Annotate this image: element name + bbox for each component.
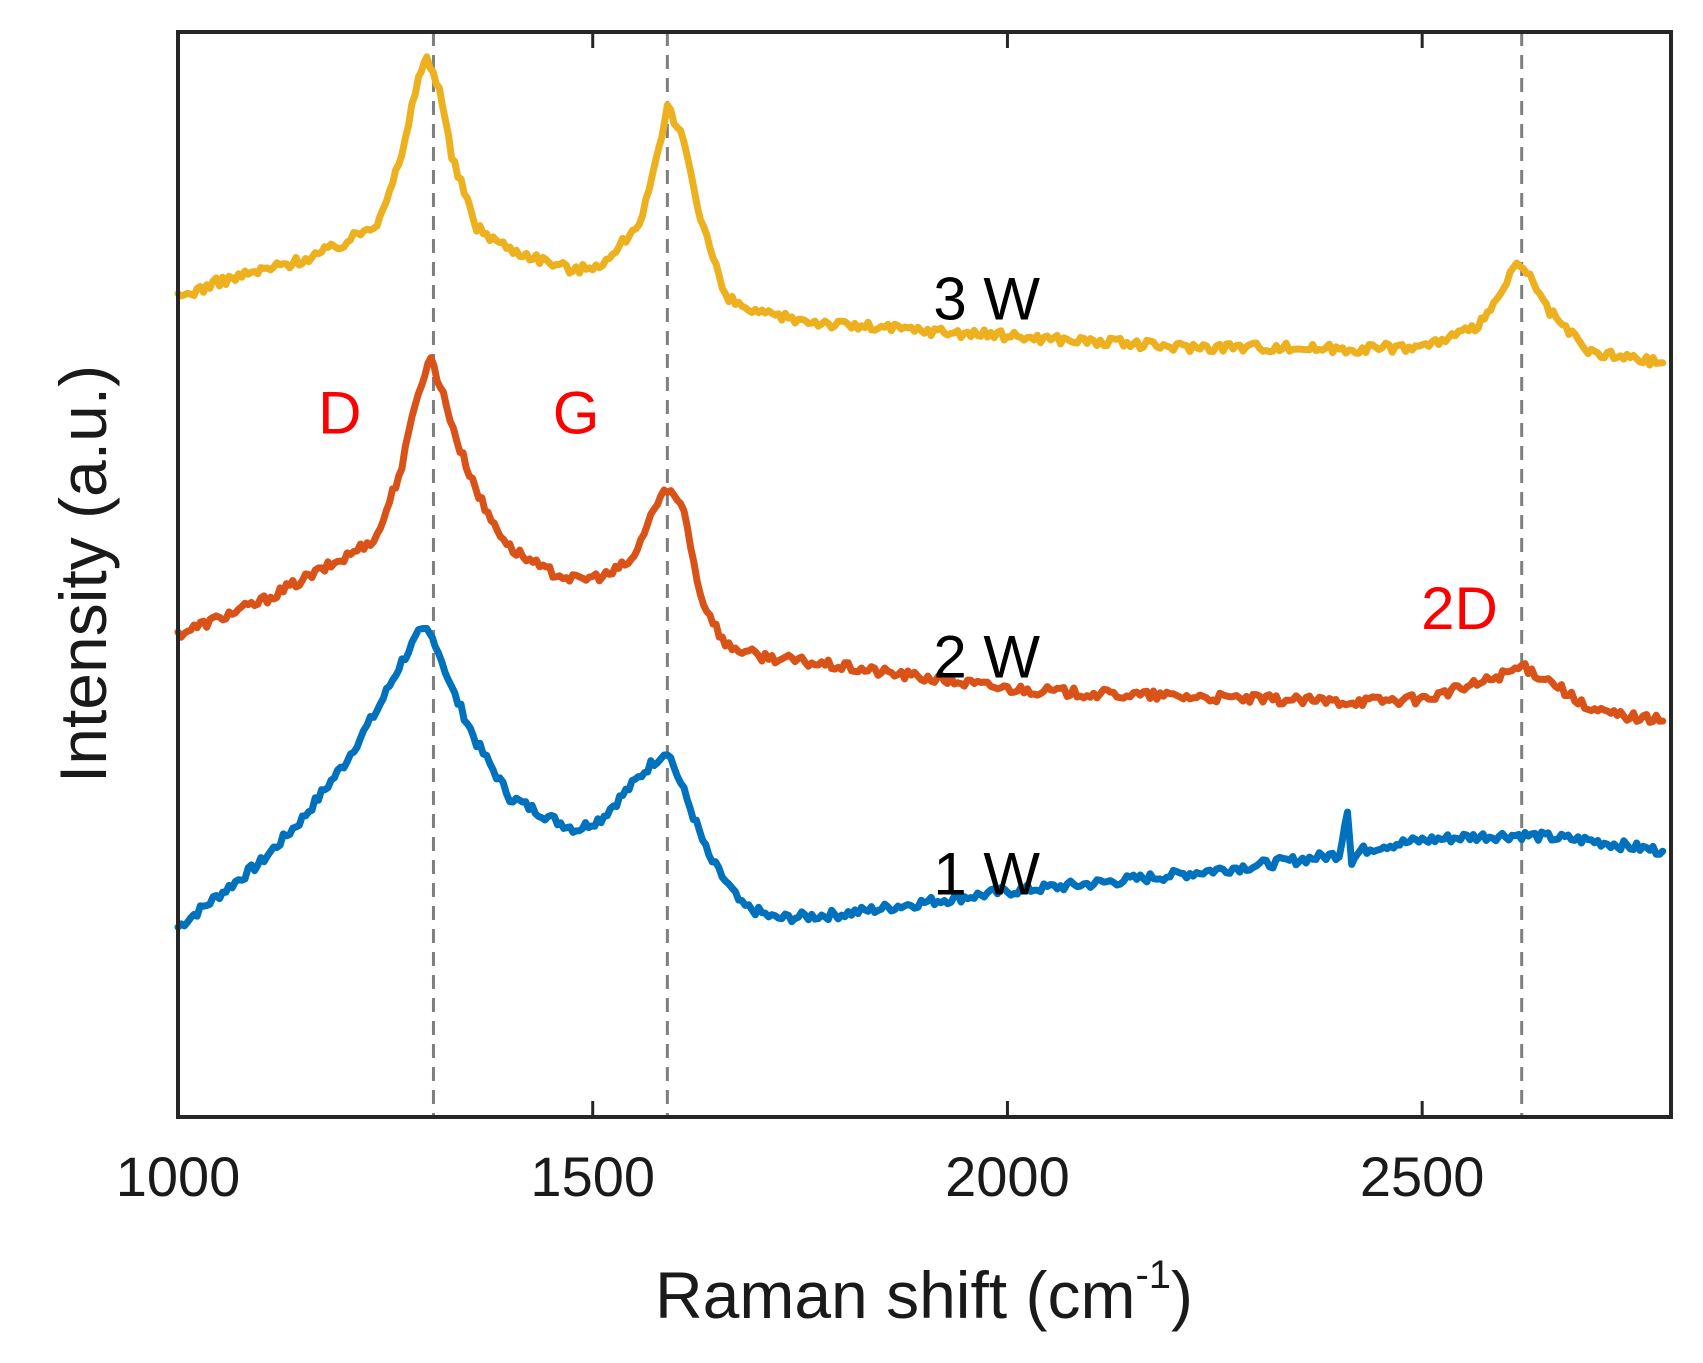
annotation-g: G bbox=[553, 379, 600, 446]
series-line-1w bbox=[174, 625, 1667, 931]
x-tick-label-2500: 2500 bbox=[1360, 1145, 1485, 1208]
series-layer bbox=[174, 53, 1667, 931]
annotation-2w: 2 W bbox=[933, 624, 1040, 691]
x-tick-label-1500: 1500 bbox=[530, 1145, 655, 1208]
x-tick-label-2000: 2000 bbox=[945, 1145, 1070, 1208]
y-axis-label: Intensity (a.u.) bbox=[46, 365, 120, 783]
annotation-2d: 2D bbox=[1421, 575, 1498, 642]
plot-frame bbox=[176, 30, 1673, 1119]
reference-lines bbox=[431, 32, 1524, 1117]
x-axis: 1000 1500 2000 2500 bbox=[116, 32, 1485, 1208]
annotation-3w: 3 W bbox=[933, 266, 1040, 333]
annotation-d: D bbox=[318, 379, 361, 446]
x-tick-label-1000: 1000 bbox=[116, 1145, 241, 1208]
x-axis-label: Raman shift (cm-1) bbox=[655, 1253, 1193, 1332]
series-line-2w bbox=[174, 354, 1667, 726]
annotations: D G 2D 3 W 2 W 1 W bbox=[318, 266, 1498, 908]
annotation-1w: 1 W bbox=[933, 841, 1040, 908]
series-line-3w bbox=[174, 53, 1667, 369]
